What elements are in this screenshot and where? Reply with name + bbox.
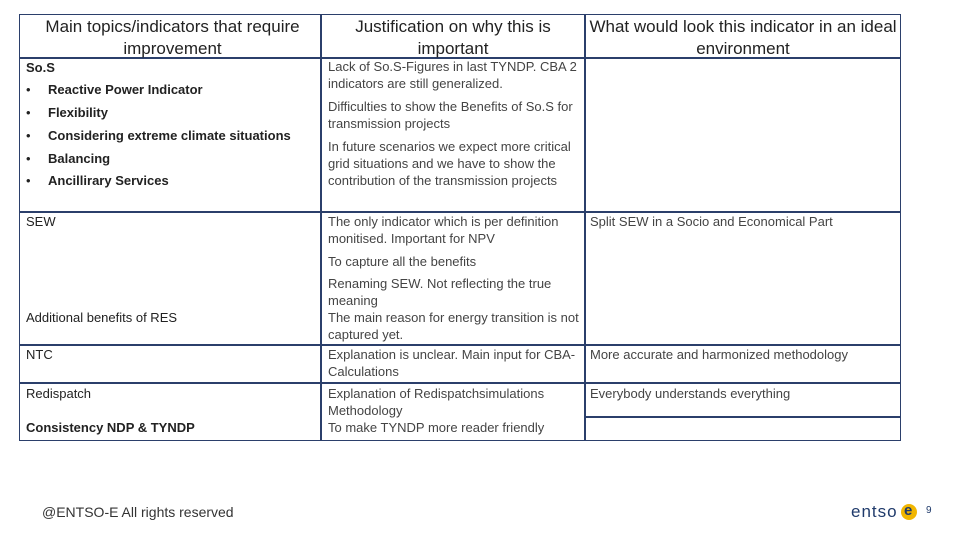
row-title-res: Additional benefits of RES <box>26 310 178 325</box>
row-divider-res <box>19 344 901 346</box>
logo-e-letter: e <box>904 502 913 519</box>
header-justification: Justification on why this is important <box>355 17 551 58</box>
bullet-dot: • <box>26 151 31 166</box>
row-title-ntc: NTC <box>26 347 53 362</box>
row-title-redispatch: Redispatch <box>26 386 92 401</box>
bullet-text: Considering extreme climate situations <box>48 128 291 143</box>
justification-text: To make TYNDP more reader friendly <box>328 420 545 435</box>
justification-text: To capture all the benefits <box>328 254 477 269</box>
row-title-consistency: Consistency NDP & TYNDP <box>26 420 195 435</box>
bullet-dot: • <box>26 82 31 97</box>
row-divider-redispatch <box>584 416 901 418</box>
page-number: 9 <box>926 505 932 516</box>
bullet-text: Balancing <box>48 151 111 166</box>
justification-text: Lack of So.S-Figures in last TYNDP. CBA … <box>328 59 577 91</box>
column-divider-2 <box>584 14 586 441</box>
bullet-text: Flexibility <box>48 105 108 120</box>
bullet-text: Reactive Power Indicator <box>48 82 203 97</box>
header-topics: Main topics/indicators that require impr… <box>45 17 300 58</box>
justification-text: In future scenarios we expect more criti… <box>328 139 571 188</box>
entsoe-logo: entso e <box>851 502 921 524</box>
justification-text: Renaming SEW. Not reflecting the true me… <box>328 276 552 308</box>
bullet-dot: • <box>26 105 31 120</box>
header-divider <box>19 57 901 59</box>
row-divider-ntc <box>19 382 901 384</box>
justification-text: The main reason for energy transition is… <box>328 310 579 342</box>
copyright-text: @ENTSO-E All rights reserved <box>42 504 234 520</box>
justification-text: Difficulties to show the Benefits of So.… <box>328 99 573 131</box>
bullet-text: Ancillirary Services <box>48 173 169 188</box>
bullet-dot: • <box>26 173 31 188</box>
justification-text: The only indicator which is per definiti… <box>328 214 559 246</box>
ideal-text: More accurate and harmonized methodology <box>590 347 848 362</box>
ideal-text: Everybody understands everything <box>590 386 791 401</box>
topics-table <box>19 14 901 441</box>
ideal-text: Split SEW in a Socio and Economical Part <box>590 214 833 229</box>
logo-e-icon: e <box>901 502 917 520</box>
column-divider-1 <box>320 14 322 441</box>
row-title-sew: SEW <box>26 214 56 229</box>
row-title-sos: So.S <box>26 60 55 75</box>
logo-wordmark: entso <box>851 502 898 521</box>
header-ideal: What would look this indicator in an ide… <box>589 17 897 58</box>
justification-text: Explanation of Redispatchsimulations Met… <box>328 386 545 418</box>
justification-text: Explanation is unclear. Main input for C… <box>328 347 576 379</box>
bullet-dot: • <box>26 128 31 143</box>
row-divider-sos <box>19 211 901 213</box>
